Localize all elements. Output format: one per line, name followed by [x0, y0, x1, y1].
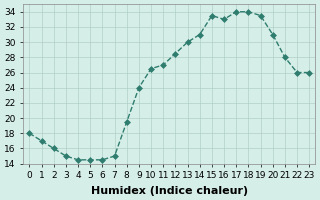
- X-axis label: Humidex (Indice chaleur): Humidex (Indice chaleur): [91, 186, 248, 196]
